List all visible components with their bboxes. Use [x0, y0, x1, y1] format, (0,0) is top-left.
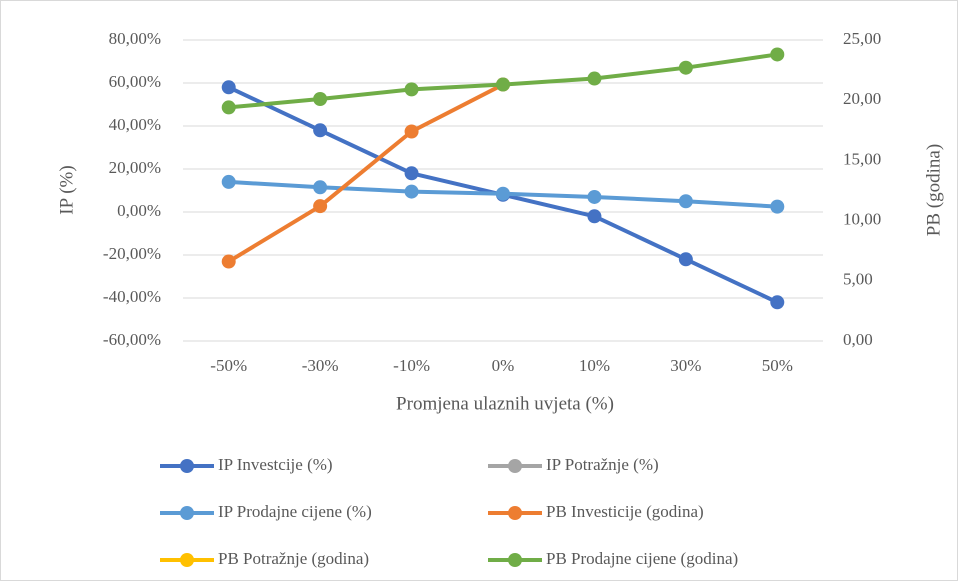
y2-tick-label: 25,00 [843, 29, 881, 48]
y2-axis-label: PB (godina) [923, 144, 944, 236]
y2-tick-label: 5,00 [843, 270, 873, 289]
series-line [227, 82, 504, 264]
data-point [404, 184, 419, 199]
x-tick-label: 50% [762, 356, 793, 375]
data-point [313, 91, 328, 106]
y2-tick-label: 0,00 [843, 330, 873, 349]
y-tick-label: 20,00% [109, 158, 161, 177]
y-axis-label: IP (%) [56, 165, 77, 214]
data-point [587, 209, 602, 224]
y-tick-label: -60,00% [103, 330, 161, 349]
data-point [678, 194, 693, 209]
data-point [770, 295, 785, 310]
legend-label: PB Prodajne cijene (godina) [546, 549, 738, 568]
data-point [404, 124, 419, 139]
data-point [221, 80, 236, 95]
x-tick-label: -30% [302, 356, 339, 375]
legend-label: IP Prodajne cijene (%) [218, 502, 372, 521]
legend-label: PB Potražnje (godina) [218, 549, 369, 568]
data-point [587, 189, 602, 204]
data-point [587, 71, 602, 86]
x-tick-label: -50% [210, 356, 247, 375]
y-tick-label: -20,00% [103, 244, 161, 263]
legend-marker [508, 553, 522, 567]
legend-label: IP Potražnje (%) [546, 455, 659, 474]
legend-marker [508, 506, 522, 520]
y-tick-label: 80,00% [109, 29, 161, 48]
data-point [404, 82, 419, 97]
legend-marker [508, 459, 522, 473]
y-tick-label: 0,00% [117, 201, 161, 220]
y-tick-label: 40,00% [109, 115, 161, 134]
data-point [678, 60, 693, 75]
data-point [313, 180, 328, 195]
y2-tick-label: 15,00 [843, 149, 881, 168]
data-point [678, 252, 693, 267]
data-point [313, 123, 328, 138]
data-point [313, 199, 328, 214]
data-point [221, 100, 236, 115]
x-tick-label: -10% [393, 356, 430, 375]
legend-marker [180, 506, 194, 520]
x-tick-label: 0% [492, 356, 515, 375]
data-point [404, 166, 419, 181]
data-point [770, 199, 785, 214]
x-tick-label: 10% [579, 356, 610, 375]
y-tick-label: 60,00% [109, 72, 161, 91]
data-point [221, 254, 236, 269]
x-tick-label: 30% [670, 356, 701, 375]
legend-marker [180, 553, 194, 567]
data-point [221, 174, 236, 189]
legend-marker [180, 459, 194, 473]
y-tick-label: -40,00% [103, 287, 161, 306]
y2-tick-label: 10,00 [843, 210, 881, 229]
x-axis-label: Promjena ulaznih uvjeta (%) [396, 393, 614, 414]
data-point [496, 77, 510, 92]
data-point [770, 47, 785, 62]
y2-tick-label: 20,00 [843, 89, 881, 108]
legend-label: PB Investicije (godina) [546, 502, 704, 521]
legend-label: IP Investcije (%) [218, 455, 333, 474]
data-point [496, 186, 510, 201]
